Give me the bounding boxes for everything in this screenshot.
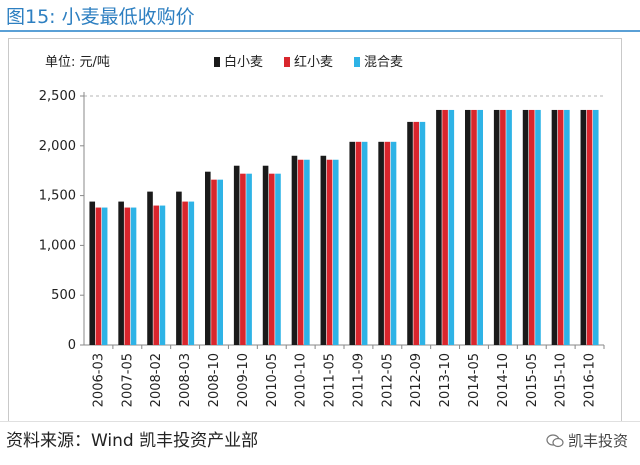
y-tick-label: 1,500: [39, 189, 76, 204]
bar-1: [580, 109, 587, 345]
x-tick-label: 2008-10: [207, 353, 222, 407]
bar-1: [407, 121, 413, 345]
bar-2: [384, 141, 391, 345]
y-tick-label: 2,000: [39, 139, 76, 154]
figure-title: 图15: 小麦最低收购价: [6, 6, 195, 28]
y-tick-label: 0: [68, 338, 76, 353]
x-tick-label: 2008-03: [178, 353, 193, 407]
unit-label: 单位: 元/吨: [45, 55, 110, 70]
bar-2: [297, 159, 304, 345]
x-tick-label: 2011-05: [323, 353, 338, 407]
bar-1: [493, 109, 500, 345]
watermark: 凯丰投资: [546, 430, 628, 451]
legend-label-2: 红小麦: [294, 54, 333, 70]
x-tick-label: 2015-05: [525, 353, 540, 407]
bar-2: [500, 109, 506, 345]
bar-1: [89, 201, 96, 345]
bar-chart: 单位: 元/吨 白小麦 红小麦 混合麦 0 500 1,000 1,500 2,000 2,500…: [39, 54, 605, 407]
y-tick-label: 500: [51, 288, 76, 303]
bar-1: [436, 109, 442, 345]
wechat-icon: [546, 433, 564, 447]
y-tick-label: 2,500: [39, 89, 76, 104]
bar-3: [130, 207, 137, 345]
bar-3: [188, 201, 195, 345]
bar-1: [320, 155, 327, 345]
x-tick-label: 2006-03: [91, 353, 106, 407]
legend-swatch-3: [354, 57, 360, 67]
bar-3: [217, 179, 223, 345]
bar-2: [413, 121, 420, 345]
watermark-label: 凯丰投资: [567, 432, 628, 450]
bar-3: [246, 173, 252, 345]
legend-swatch-1: [214, 57, 220, 67]
bar-1: [291, 155, 298, 345]
title-divider: [0, 30, 640, 32]
x-tick-label: 2009-10: [236, 353, 251, 407]
x-tick-label: 2012-05: [380, 353, 395, 407]
bar-1: [262, 165, 269, 345]
bar-2: [442, 109, 448, 345]
bar-1: [378, 141, 384, 345]
x-tick-label: 2014-05: [467, 353, 482, 407]
bar-2: [95, 207, 102, 345]
bar-2: [326, 159, 333, 345]
bar-1: [465, 109, 471, 345]
bar-3: [564, 109, 570, 345]
x-tick-label: 2015-10: [554, 353, 569, 407]
bar-2: [355, 141, 362, 345]
bar-2: [528, 109, 535, 345]
bar-3: [419, 121, 426, 345]
y-tick-label: 1,000: [39, 238, 76, 253]
bar-3: [101, 207, 108, 345]
bar-1: [176, 191, 182, 345]
bar-1: [118, 201, 124, 345]
bar-2: [240, 173, 246, 345]
x-tick-label: 2010-10: [294, 353, 309, 407]
bar-3: [390, 141, 397, 345]
x-tick-label: 2011-09: [351, 353, 366, 407]
bar-3: [477, 109, 483, 345]
bar-1: [551, 109, 558, 345]
bar-2: [268, 173, 275, 345]
legend-label-1: 白小麦: [224, 54, 263, 70]
bar-3: [535, 109, 541, 345]
bar-3: [506, 109, 512, 345]
bar-1: [233, 165, 240, 345]
bar-2: [557, 109, 564, 345]
footer-divider: [0, 421, 640, 422]
bar-2: [124, 207, 131, 345]
bar-3: [332, 159, 339, 345]
source-note: 资料来源：Wind 凯丰投资产业部: [6, 431, 259, 451]
x-tick-label: 2008-02: [149, 353, 164, 407]
chart-panel: 单位: 元/吨 白小麦 红小麦 混合麦 0 500 1,000 1,500 2,000 2,500…: [8, 38, 622, 422]
bar-2: [182, 201, 188, 345]
legend-label-3: 混合麦: [364, 55, 403, 70]
bar-3: [448, 109, 455, 345]
legend-swatch-2: [284, 57, 290, 67]
bar-3: [304, 159, 310, 345]
bar-1: [349, 141, 356, 345]
bar-3: [159, 205, 166, 345]
bar-2: [153, 205, 160, 345]
bar-1: [522, 109, 529, 345]
bar-3: [361, 141, 368, 345]
x-tick-label: 2010-05: [265, 353, 280, 407]
x-tick-label: 2012-09: [409, 353, 424, 407]
x-tick-label: 2014-10: [496, 353, 511, 407]
x-tick-label: 2013-10: [438, 353, 453, 407]
bar-2: [471, 109, 477, 345]
bar-1: [147, 191, 153, 345]
bar-2: [586, 109, 593, 345]
bar-1: [205, 171, 211, 345]
x-tick-label: 2016-10: [583, 353, 598, 407]
x-tick-label: 2007-05: [120, 353, 135, 407]
bar-3: [275, 173, 281, 345]
bar-2: [211, 179, 217, 345]
bar-3: [592, 109, 599, 345]
